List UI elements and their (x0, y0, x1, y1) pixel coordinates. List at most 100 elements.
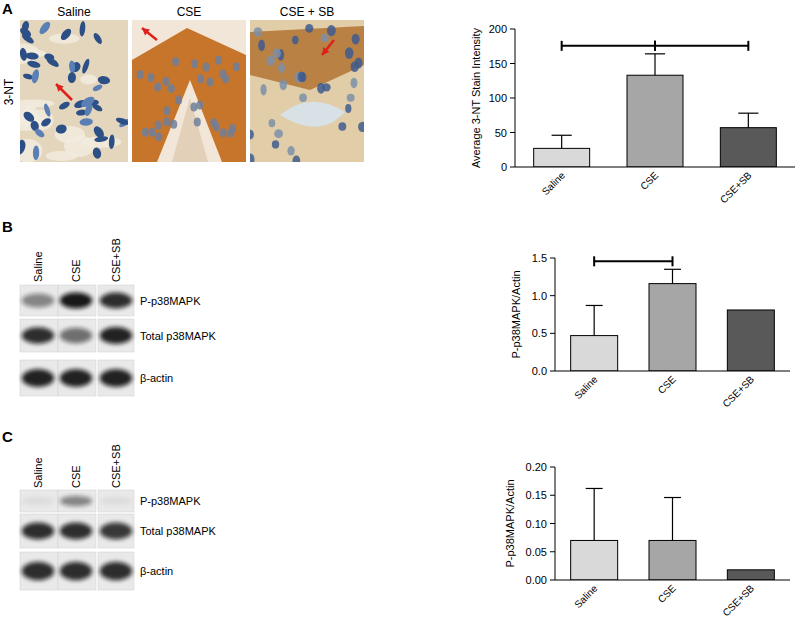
lane-label: CSE+SB (110, 238, 122, 282)
nucleus (163, 117, 170, 126)
blot-background (58, 285, 96, 316)
red-arrow (322, 40, 334, 55)
nucleus (272, 48, 280, 58)
y-tick-label: 1.0 (532, 290, 547, 302)
blot-band (22, 497, 54, 506)
blot-band (60, 369, 92, 387)
x-tick-label: Saline (540, 169, 568, 197)
band-label: β-actin (140, 565, 173, 577)
bar (649, 284, 696, 371)
blot-lane (20, 285, 58, 316)
lane-label: CSE (70, 259, 82, 282)
bar (727, 570, 774, 580)
x-tick-label: CSE+SB (720, 373, 756, 409)
nucleus (190, 103, 197, 112)
error-stem (594, 305, 595, 335)
error-cap (664, 269, 681, 270)
nucleus (26, 59, 41, 69)
blot-band (100, 497, 132, 506)
significance-bracket (562, 41, 655, 51)
panel-letter: A (2, 0, 13, 17)
y-tick-label: 0.00 (526, 574, 547, 586)
bar (571, 540, 618, 580)
lane-label: Saline (32, 457, 44, 488)
epithelium (250, 26, 364, 90)
blot-background (98, 360, 134, 396)
blot-band (100, 293, 132, 309)
blot-background (20, 319, 58, 352)
nucleus (345, 47, 354, 59)
nucleus (170, 120, 177, 129)
nucleus (338, 122, 346, 131)
y-tick-label: 150 (489, 58, 507, 70)
y-tick-label: 0.10 (526, 518, 547, 530)
blot-lane (20, 360, 58, 396)
blot-band (22, 562, 54, 581)
nucleus (92, 83, 103, 92)
x-tick-label: CSE (656, 373, 679, 396)
tissue-space (80, 75, 97, 85)
nucleus (347, 94, 355, 102)
nucleus (327, 25, 336, 36)
tissue-bg (250, 20, 364, 162)
x-tick-label: CSE (638, 169, 661, 192)
nucleus (81, 58, 91, 74)
band-label: P-p38MAPK (140, 495, 201, 507)
nucleus (147, 73, 154, 82)
nucleus (38, 20, 53, 36)
bar (571, 336, 618, 371)
nucleus (222, 74, 229, 83)
blot-band (100, 369, 132, 387)
nucleus (142, 128, 149, 137)
y-axis-label: Average 3-NT Stain Intensity (470, 27, 482, 168)
x-tick-label: Saline (572, 373, 600, 401)
arrow-head (56, 84, 64, 92)
nucleus (92, 147, 103, 160)
blot-band (100, 523, 132, 540)
error-cap (586, 488, 603, 489)
panel-letter: C (2, 428, 13, 445)
arrow-head (142, 28, 150, 35)
blot-background (20, 490, 58, 512)
y-axis (555, 258, 556, 371)
error-bar (738, 113, 758, 127)
blot-background (58, 514, 96, 548)
blot-lane (98, 285, 134, 316)
plot-area (571, 488, 775, 580)
error-cap (586, 305, 603, 306)
error-bar (552, 135, 572, 148)
bar (627, 75, 683, 167)
histology-image (132, 20, 246, 162)
blot-background (20, 552, 58, 590)
band-label: Total p38MAPK (140, 330, 216, 342)
nucleus (269, 119, 276, 127)
nucleus (172, 57, 179, 66)
nucleus (227, 128, 234, 137)
histology-image (250, 20, 364, 162)
nucleus (33, 127, 46, 139)
bracket-end (747, 41, 749, 51)
nucleus (194, 117, 201, 126)
blot-band (60, 496, 92, 507)
nucleus (55, 123, 68, 134)
bracket-line (655, 45, 748, 47)
nucleus (154, 82, 161, 91)
blot-lane (98, 552, 134, 590)
y-tick-label: 0.05 (526, 546, 547, 558)
error-cap (645, 53, 665, 54)
y-tick (550, 580, 555, 581)
lane-label: CSE (70, 465, 82, 488)
nucleus (321, 34, 329, 43)
x-tick-label: CSE (656, 582, 679, 605)
bracket-end (561, 41, 563, 51)
error-bar (664, 498, 681, 541)
error-cap (664, 497, 681, 498)
bracket-end (654, 41, 656, 51)
nucleus (149, 128, 156, 137)
nucleus (92, 124, 106, 139)
blot-background (58, 552, 96, 590)
bar (727, 310, 774, 371)
nucleus (31, 69, 41, 84)
y-tick (510, 29, 515, 30)
error-stem (672, 498, 673, 541)
